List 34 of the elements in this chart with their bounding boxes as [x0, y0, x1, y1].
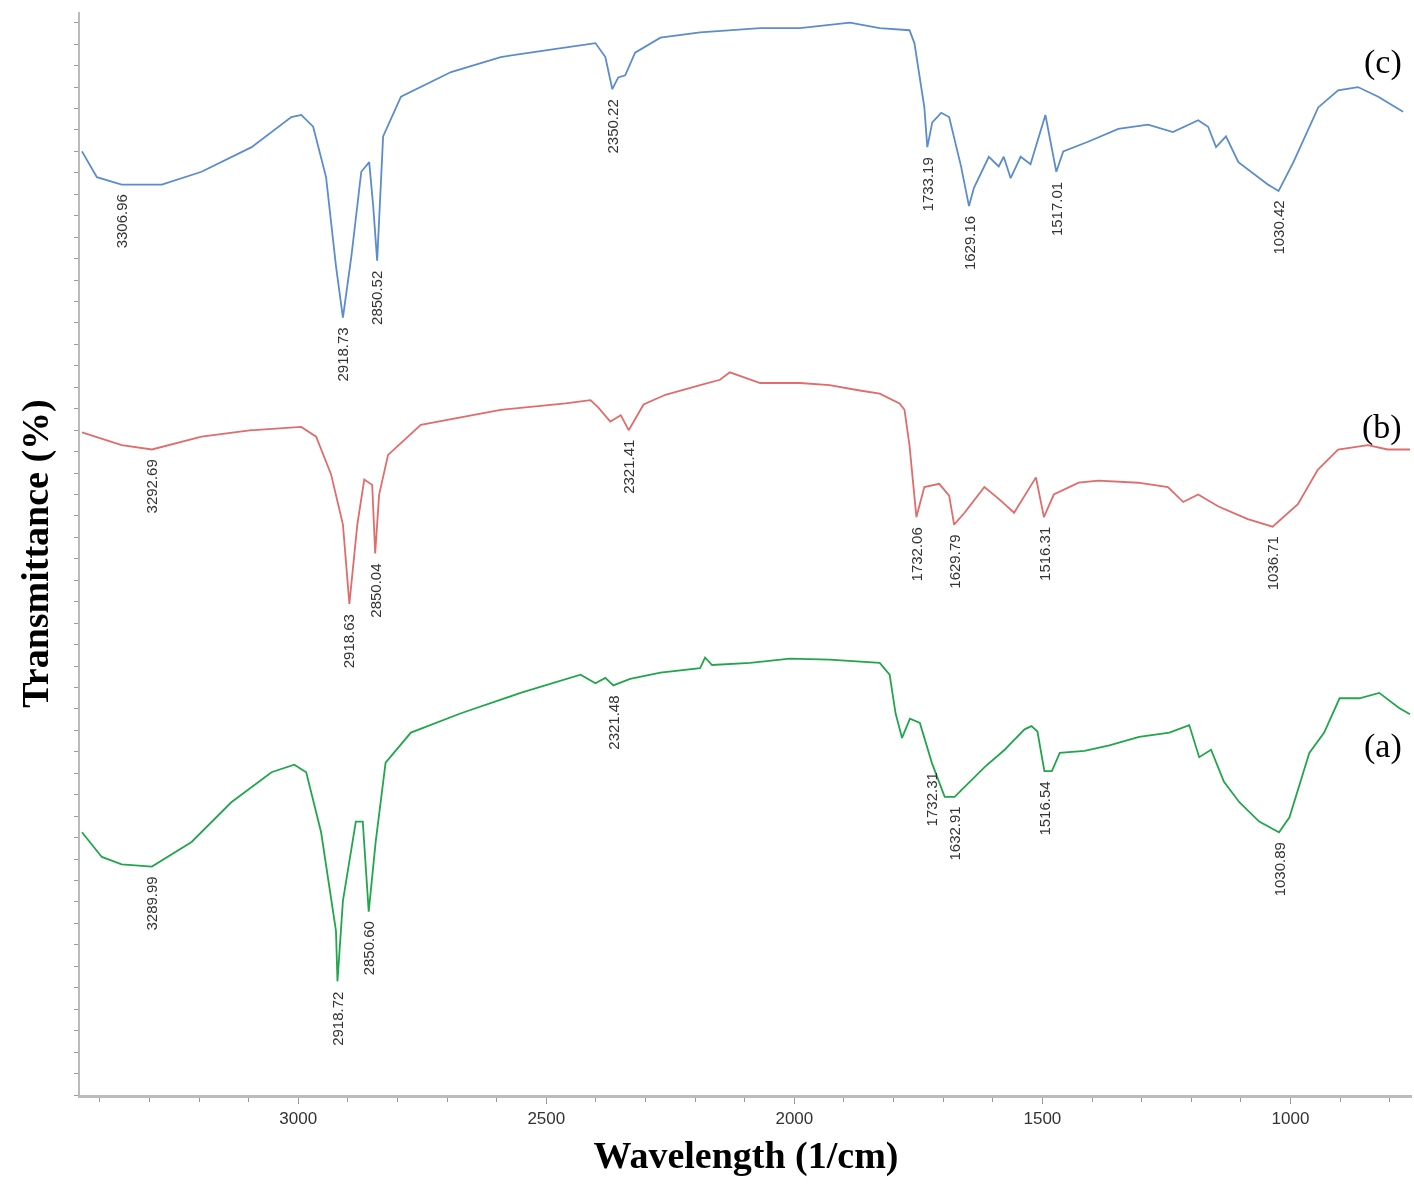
annotation: 2350.22: [604, 99, 622, 154]
annotation: 2918.63: [340, 614, 358, 669]
y-axis-title: Transmittance (%): [13, 399, 57, 708]
annotation: 1629.79: [945, 534, 963, 589]
annotation: 2321.41: [620, 439, 638, 494]
annotation: 3292.69: [143, 459, 161, 514]
annotation: 1516.31: [1035, 526, 1053, 581]
annotation: 1629.16: [960, 215, 978, 271]
annotation: 2850.04: [366, 563, 384, 618]
annotation: 2918.73: [334, 327, 352, 382]
annotation: 2918.72: [329, 991, 347, 1046]
series-label: (b): [1362, 408, 1402, 446]
annotation: 1732.31: [923, 772, 941, 827]
x-tick-label: 3000: [279, 1109, 318, 1129]
annotation: 1030.89: [1270, 842, 1288, 897]
annotation: 3289.99: [143, 876, 161, 931]
annotation: 1030.42: [1270, 200, 1288, 255]
series-label: (c): [1364, 43, 1402, 81]
x-axis-title: Wavelength (1/cm): [593, 1133, 899, 1177]
x-tick-label: 1000: [1271, 1109, 1310, 1129]
annotation: 1516.54: [1036, 781, 1054, 836]
annotation: 1732.06: [908, 527, 926, 582]
annotation: 1517.01: [1047, 181, 1065, 237]
annotation: 2321.48: [604, 695, 622, 750]
annotation: 1036.71: [1263, 536, 1281, 591]
annotation: 3306.96: [113, 194, 131, 249]
annotation: 2850.60: [360, 921, 378, 976]
annotation: 1632.91: [945, 806, 963, 861]
annotation: 1733.19: [919, 157, 937, 212]
x-tick-label: 1500: [1023, 1109, 1062, 1129]
series-label: (a): [1364, 727, 1402, 765]
x-tick-label: 2000: [775, 1109, 814, 1129]
annotation: 2850.52: [368, 270, 386, 325]
x-tick-label: 2500: [527, 1109, 566, 1129]
